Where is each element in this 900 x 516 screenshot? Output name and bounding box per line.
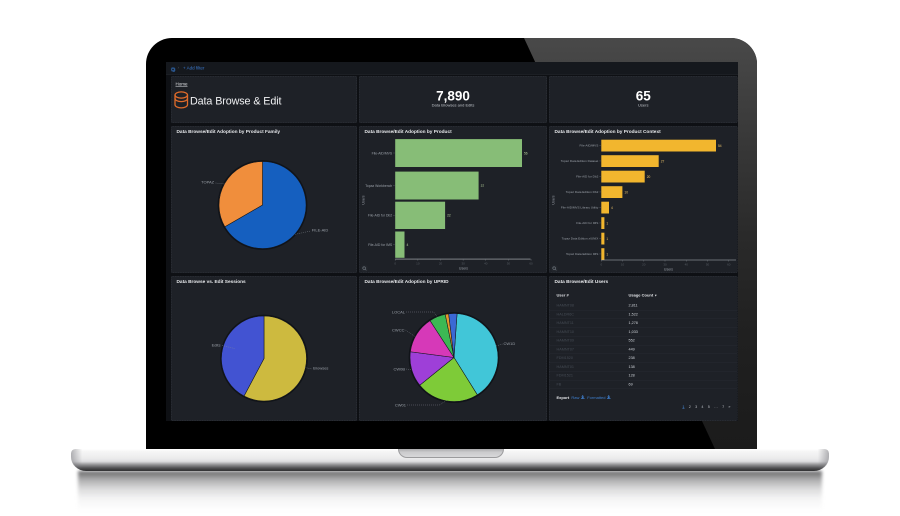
svg-text:Topaz Data Edition z/UNIX: Topaz Data Edition z/UNIX bbox=[562, 237, 599, 241]
svg-text:30: 30 bbox=[461, 262, 465, 266]
svg-text:60: 60 bbox=[727, 263, 731, 267]
svg-text:30: 30 bbox=[663, 263, 667, 267]
svg-text:50: 50 bbox=[507, 262, 511, 266]
svg-text:0: 0 bbox=[600, 263, 602, 267]
svg-text:Topaz Data Edition Dataset: Topaz Data Edition Dataset bbox=[561, 159, 599, 163]
svg-text:File-AID for IMS: File-AID for IMS bbox=[576, 221, 598, 225]
svg-text:20: 20 bbox=[439, 262, 443, 266]
svg-text:54: 54 bbox=[718, 144, 722, 148]
svg-text:10: 10 bbox=[621, 263, 625, 267]
svg-text:10: 10 bbox=[416, 262, 420, 266]
svg-text:37: 37 bbox=[481, 184, 485, 188]
svg-text:TOPAZ: TOPAZ bbox=[201, 180, 215, 185]
svg-text:1: 1 bbox=[606, 237, 608, 241]
svg-text:4: 4 bbox=[407, 243, 409, 247]
svg-text:File-AID/MVS: File-AID/MVS bbox=[580, 144, 599, 148]
svg-text:Users: Users bbox=[552, 195, 556, 204]
svg-text:22: 22 bbox=[447, 214, 451, 218]
svg-text:Browses: Browses bbox=[313, 366, 328, 371]
svg-text:4: 4 bbox=[611, 206, 613, 210]
svg-text:File-AID/MVS: File-AID/MVS bbox=[372, 151, 393, 155]
svg-text:File-AID for Db2: File-AID for Db2 bbox=[576, 175, 598, 179]
svg-text:File-AID for IMS: File-AID for IMS bbox=[368, 243, 393, 247]
svg-text:CW1D: CW1D bbox=[504, 341, 516, 346]
svg-text:CW01: CW01 bbox=[395, 403, 407, 408]
svg-text:CW0B: CW0B bbox=[393, 367, 405, 372]
svg-text:50: 50 bbox=[706, 263, 710, 267]
svg-text:20: 20 bbox=[642, 263, 646, 267]
svg-text:40: 40 bbox=[484, 262, 488, 266]
svg-text:Users: Users bbox=[459, 267, 468, 271]
svg-text:10: 10 bbox=[624, 190, 628, 194]
svg-text:Users: Users bbox=[362, 195, 366, 204]
svg-text:20: 20 bbox=[647, 175, 651, 179]
svg-text:File-AID for Db2: File-AID for Db2 bbox=[368, 214, 392, 218]
svg-text:Topaz Workbench: Topaz Workbench bbox=[365, 184, 392, 188]
svg-text:1: 1 bbox=[606, 221, 608, 225]
svg-text:Topaz Data Edition IMS: Topaz Data Edition IMS bbox=[566, 252, 598, 256]
svg-text:File-AID/MVS Library Utility: File-AID/MVS Library Utility bbox=[561, 206, 599, 210]
svg-text:56: 56 bbox=[524, 151, 528, 155]
svg-text:40: 40 bbox=[685, 263, 689, 267]
svg-text:LOCAL: LOCAL bbox=[392, 310, 406, 315]
svg-text:FILE-AID: FILE-AID bbox=[312, 228, 329, 233]
svg-text:27: 27 bbox=[661, 159, 665, 163]
svg-text:CWCC: CWCC bbox=[392, 328, 405, 333]
svg-text:0: 0 bbox=[394, 262, 396, 266]
svg-text:Topaz Data Edition Db2: Topaz Data Edition Db2 bbox=[566, 190, 599, 194]
svg-text:Edits: Edits bbox=[212, 343, 221, 348]
svg-text:1: 1 bbox=[606, 252, 608, 256]
svg-text:60: 60 bbox=[529, 262, 533, 266]
svg-text:Users: Users bbox=[664, 268, 673, 272]
